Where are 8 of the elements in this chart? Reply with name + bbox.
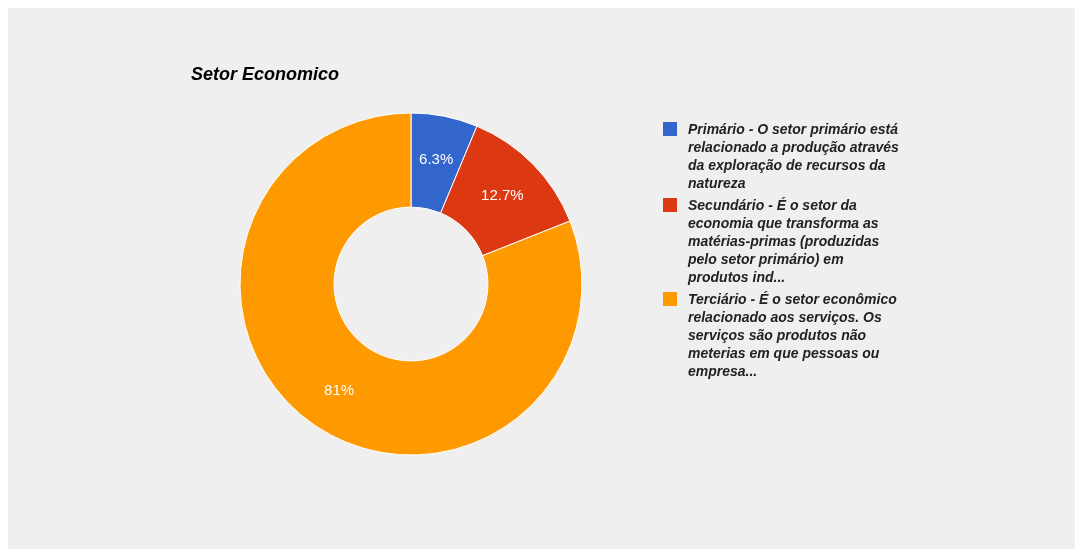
legend-label: Primário - O setor primário está relacionado a produção através da exploração de recursos da natureza xyxy=(688,121,900,191)
legend-label: Terciário - É o setor econômico relacionado aos serviços. Os serviços são produtos não meterias em que pessoas ou empresa... xyxy=(688,291,898,379)
donut-slice xyxy=(239,112,583,456)
data-label: 12.7% xyxy=(481,185,524,203)
data-label: 6.3% xyxy=(419,149,454,167)
legend-label: Secundário - É o setor da economia que transforma as matérias-primas (produzidas pelo setor primário) em produtos ind... xyxy=(687,197,880,285)
data-label: 81% xyxy=(324,381,355,399)
chart-title: Setor Economico xyxy=(191,64,340,84)
